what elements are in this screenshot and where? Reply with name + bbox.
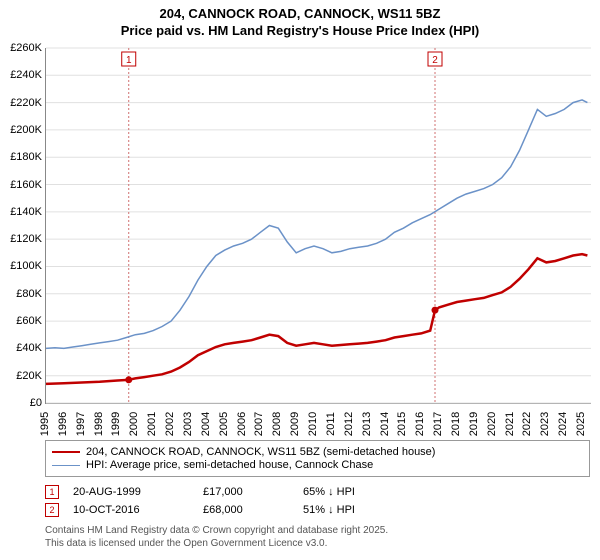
series-hpi (46, 100, 587, 349)
y-tick-label: £220K (2, 97, 42, 109)
x-tick-label: 2012 (343, 412, 355, 436)
transaction-row-marker: 1 (45, 485, 59, 499)
legend: 204, CANNOCK ROAD, CANNOCK, WS11 5BZ (se… (45, 440, 590, 477)
legend-item: HPI: Average price, semi-detached house,… (52, 459, 583, 471)
x-tick-label: 2013 (361, 412, 373, 436)
y-tick-label: £140K (2, 206, 42, 218)
x-tick-label: 1995 (39, 412, 51, 436)
y-tick-label: £180K (2, 151, 42, 163)
x-tick-label: 2000 (128, 412, 140, 436)
legend-label: 204, CANNOCK ROAD, CANNOCK, WS11 5BZ (se… (86, 446, 435, 458)
y-tick-label: £160K (2, 179, 42, 191)
title-line-2: Price paid vs. HM Land Registry's House … (121, 23, 480, 38)
transaction-row-marker: 2 (45, 503, 59, 517)
x-tick-label: 2025 (575, 412, 587, 436)
transaction-marker-label: 2 (432, 55, 438, 66)
y-tick-label: £80K (2, 288, 42, 300)
transaction-price: £17,000 (203, 486, 303, 498)
transaction-row: 2 10-OCT-2016£68,00051% ↓ HPI (45, 501, 355, 519)
x-tick-label: 2023 (539, 412, 551, 436)
transaction-diff: 65% ↓ HPI (303, 486, 355, 498)
x-tick-label: 2018 (450, 412, 462, 436)
x-tick-label: 2014 (379, 412, 391, 436)
x-tick-label: 2021 (504, 412, 516, 436)
y-tick-label: £40K (2, 342, 42, 354)
transaction-table: 1 20-AUG-1999£17,00065% ↓ HPI 2 10-OCT-2016… (45, 483, 355, 519)
footer-line-2: This data is licensed under the Open Gov… (45, 538, 327, 549)
footer-attribution: Contains HM Land Registry data © Crown c… (45, 525, 388, 550)
x-tick-label: 2003 (182, 412, 194, 436)
x-tick-label: 2006 (236, 412, 248, 436)
transaction-date: 10-OCT-2016 (73, 504, 203, 516)
x-tick-label: 2020 (486, 412, 498, 436)
x-tick-label: 2005 (218, 412, 230, 436)
y-tick-label: £20K (2, 370, 42, 382)
plot-area: 12 (45, 48, 591, 404)
x-tick-label: 2024 (557, 412, 569, 436)
y-tick-label: £100K (2, 260, 42, 272)
x-tick-label: 2016 (414, 412, 426, 436)
y-tick-label: £200K (2, 124, 42, 136)
transaction-row: 1 20-AUG-1999£17,00065% ↓ HPI (45, 483, 355, 501)
x-tick-label: 2017 (432, 412, 444, 436)
transaction-date: 20-AUG-1999 (73, 486, 203, 498)
y-tick-label: £260K (2, 42, 42, 54)
x-tick-label: 1998 (93, 412, 105, 436)
footer-line-1: Contains HM Land Registry data © Crown c… (45, 525, 388, 536)
x-tick-label: 1996 (57, 412, 69, 436)
x-tick-label: 2007 (253, 412, 265, 436)
x-tick-label: 2009 (289, 412, 301, 436)
x-tick-label: 2019 (468, 412, 480, 436)
y-tick-label: £240K (2, 69, 42, 81)
legend-item: 204, CANNOCK ROAD, CANNOCK, WS11 5BZ (se… (52, 446, 583, 458)
x-tick-label: 2011 (325, 412, 337, 436)
x-tick-label: 2004 (200, 412, 212, 436)
y-tick-label: £120K (2, 233, 42, 245)
legend-label: HPI: Average price, semi-detached house,… (86, 459, 373, 471)
x-tick-label: 2010 (307, 412, 319, 436)
transaction-diff: 51% ↓ HPI (303, 504, 355, 516)
transaction-marker-label: 1 (126, 55, 132, 66)
legend-swatch (52, 465, 80, 466)
legend-swatch (52, 451, 80, 453)
x-tick-label: 1997 (75, 412, 87, 436)
x-tick-label: 2008 (271, 412, 283, 436)
chart-title: 204, CANNOCK ROAD, CANNOCK, WS11 5BZ Pri… (0, 0, 600, 40)
x-tick-label: 1999 (110, 412, 122, 436)
title-line-1: 204, CANNOCK ROAD, CANNOCK, WS11 5BZ (160, 6, 441, 21)
x-tick-label: 2022 (521, 412, 533, 436)
y-tick-label: £60K (2, 315, 42, 327)
x-tick-label: 2015 (396, 412, 408, 436)
series-price (46, 254, 587, 384)
x-tick-label: 2002 (164, 412, 176, 436)
transaction-price: £68,000 (203, 504, 303, 516)
y-tick-label: £0 (2, 397, 42, 409)
x-tick-label: 2001 (146, 412, 158, 436)
chart-svg: 12 (46, 48, 591, 403)
